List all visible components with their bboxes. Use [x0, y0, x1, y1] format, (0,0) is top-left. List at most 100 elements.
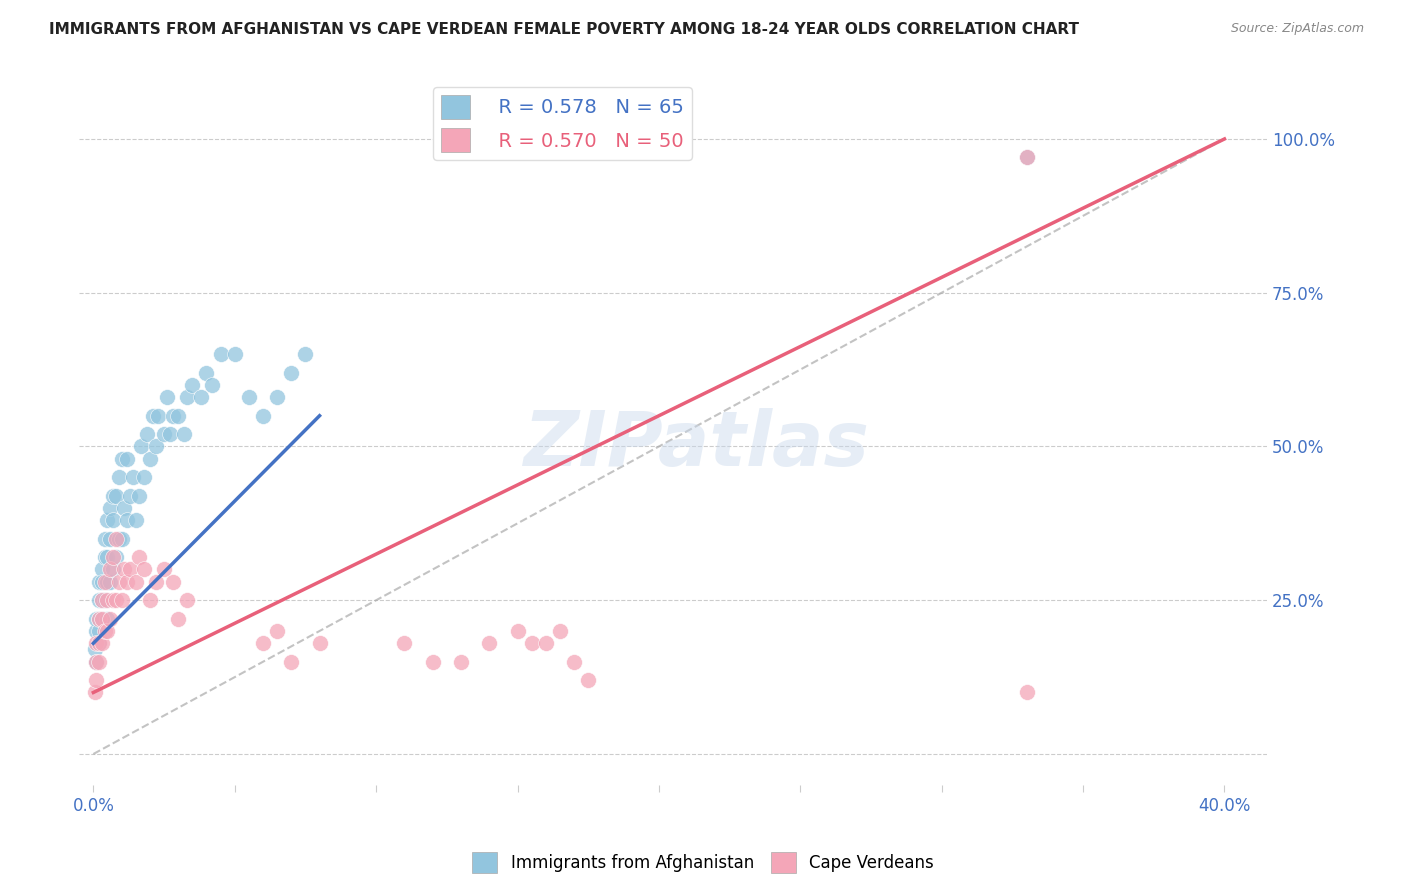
Point	[93, 532, 115, 546]
Point	[90, 593, 112, 607]
Point	[266, 390, 288, 404]
Point	[162, 574, 184, 589]
Point	[176, 593, 198, 607]
Point	[87, 624, 110, 638]
Point	[83, 642, 105, 657]
Point	[111, 532, 134, 546]
Point	[478, 636, 501, 650]
Point	[534, 636, 557, 650]
Point	[87, 612, 110, 626]
Point	[167, 612, 190, 626]
Point	[134, 470, 156, 484]
Point	[117, 574, 139, 589]
Point	[181, 378, 204, 392]
Point	[98, 532, 121, 546]
Point	[280, 366, 302, 380]
Point	[201, 378, 224, 392]
Point	[98, 562, 121, 576]
Legend:   R = 0.578   N = 65,   R = 0.570   N = 50: R = 0.578 N = 65, R = 0.570 N = 50	[433, 87, 692, 160]
Point	[125, 574, 148, 589]
Point	[209, 347, 232, 361]
Point	[266, 624, 288, 638]
Point	[101, 562, 124, 576]
Point	[176, 390, 198, 404]
Point	[125, 513, 148, 527]
Point	[1015, 685, 1038, 699]
Point	[117, 513, 139, 527]
Point	[93, 593, 115, 607]
Point	[87, 593, 110, 607]
Point	[84, 673, 107, 688]
Point	[156, 390, 179, 404]
Point	[96, 550, 118, 565]
Point	[190, 390, 212, 404]
Point	[87, 612, 110, 626]
Point	[394, 636, 416, 650]
Point	[87, 655, 110, 669]
Point	[252, 636, 274, 650]
Point	[84, 636, 107, 650]
Point	[107, 470, 129, 484]
Text: IMMIGRANTS FROM AFGHANISTAN VS CAPE VERDEAN FEMALE POVERTY AMONG 18-24 YEAR OLDS: IMMIGRANTS FROM AFGHANISTAN VS CAPE VERD…	[49, 22, 1080, 37]
Point	[101, 593, 124, 607]
Point	[107, 574, 129, 589]
Point	[84, 624, 107, 638]
Point	[562, 655, 585, 669]
Point	[280, 655, 302, 669]
Point	[101, 550, 124, 565]
Point	[450, 655, 472, 669]
Point	[1015, 150, 1038, 164]
Point	[101, 513, 124, 527]
Point	[153, 562, 176, 576]
Point	[87, 636, 110, 650]
Point	[167, 409, 190, 423]
Point	[145, 574, 167, 589]
Point	[162, 409, 184, 423]
Point	[87, 636, 110, 650]
Point	[84, 612, 107, 626]
Point	[142, 409, 165, 423]
Point	[93, 624, 115, 638]
Point	[90, 636, 112, 650]
Point	[96, 574, 118, 589]
Point	[238, 390, 260, 404]
Point	[107, 532, 129, 546]
Point	[139, 451, 162, 466]
Point	[422, 655, 444, 669]
Point	[96, 624, 118, 638]
Point	[84, 655, 107, 669]
Point	[224, 347, 246, 361]
Point	[548, 624, 571, 638]
Point	[87, 574, 110, 589]
Text: ZIPatlas: ZIPatlas	[524, 409, 870, 483]
Point	[159, 427, 181, 442]
Point	[136, 427, 159, 442]
Text: Source: ZipAtlas.com: Source: ZipAtlas.com	[1230, 22, 1364, 36]
Point	[90, 562, 112, 576]
Point	[153, 427, 176, 442]
Point	[104, 550, 127, 565]
Point	[104, 593, 127, 607]
Point	[120, 562, 142, 576]
Point	[120, 489, 142, 503]
Point	[294, 347, 316, 361]
Point	[576, 673, 599, 688]
Point	[134, 562, 156, 576]
Point	[93, 550, 115, 565]
Point	[104, 532, 127, 546]
Point	[90, 612, 112, 626]
Point	[114, 500, 136, 515]
Point	[139, 593, 162, 607]
Point	[93, 574, 115, 589]
Point	[96, 593, 118, 607]
Point	[98, 612, 121, 626]
Point	[128, 489, 150, 503]
Point	[128, 550, 150, 565]
Point	[90, 574, 112, 589]
Point	[173, 427, 195, 442]
Point	[98, 500, 121, 515]
Point	[520, 636, 543, 650]
Point	[506, 624, 529, 638]
Point	[114, 562, 136, 576]
Point	[111, 593, 134, 607]
